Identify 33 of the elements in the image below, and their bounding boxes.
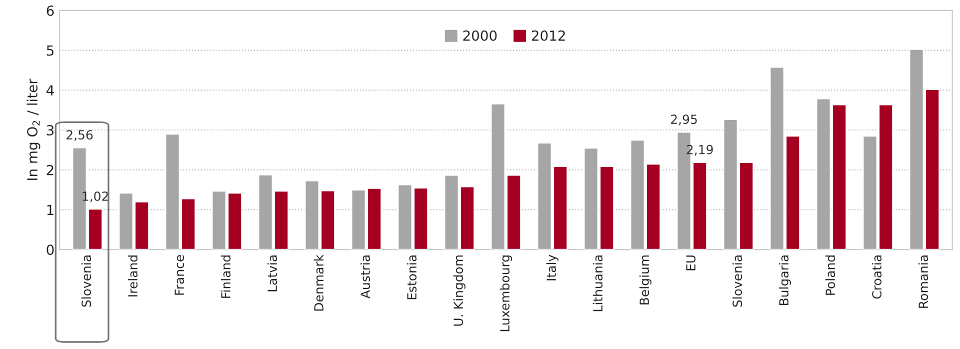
x-tick-label: Austria [360,256,370,298]
data-label: 2,95 [671,114,697,126]
x-tick-label: Belgium [639,255,652,304]
legend-label: 2012 [532,30,565,41]
x-tick-label: France [174,255,184,295]
x-tick-label: Bulgaria [778,256,791,306]
data-label: 2,56 [66,130,93,141]
x-tick-label: Luxembourg [500,256,512,332]
y-axis-title: In mg O$_{2}$ / liter [26,78,40,180]
y-tick-label: 1 [47,204,54,215]
y-tick-label: 5 [46,45,54,56]
x-tick-label: Poland [825,256,836,295]
x-tick-label: Slovenia [732,256,742,307]
x-tick-label: Ireland [128,256,138,296]
x-tick-label: U. Kingdom [453,255,466,326]
data-label: 2,19 [686,144,713,156]
y-tick-label: 2 [46,164,54,176]
x-tick-label: Lithuania [592,256,603,312]
x-tick-label: Slovenia [81,256,92,307]
x-tick-label: Finland [220,256,231,298]
y-tick-label: 6 [46,5,54,16]
x-tick-label: Croatia [872,256,882,299]
x-tick-label: EU [686,255,696,270]
y-tick-label: 4 [46,85,54,96]
x-tick-label: Italy [546,254,558,280]
y-tick-label: 0 [46,244,54,256]
x-tick-label: Romania [918,256,928,308]
x-tick-label: Denmark [314,254,324,311]
x-tick-label: Estonia [406,256,417,300]
legend-label: 2000 [463,30,497,41]
data-label: 1,02 [82,191,108,202]
y-tick-label: 3 [46,124,54,136]
x-tick-label: Latvia [267,256,278,292]
